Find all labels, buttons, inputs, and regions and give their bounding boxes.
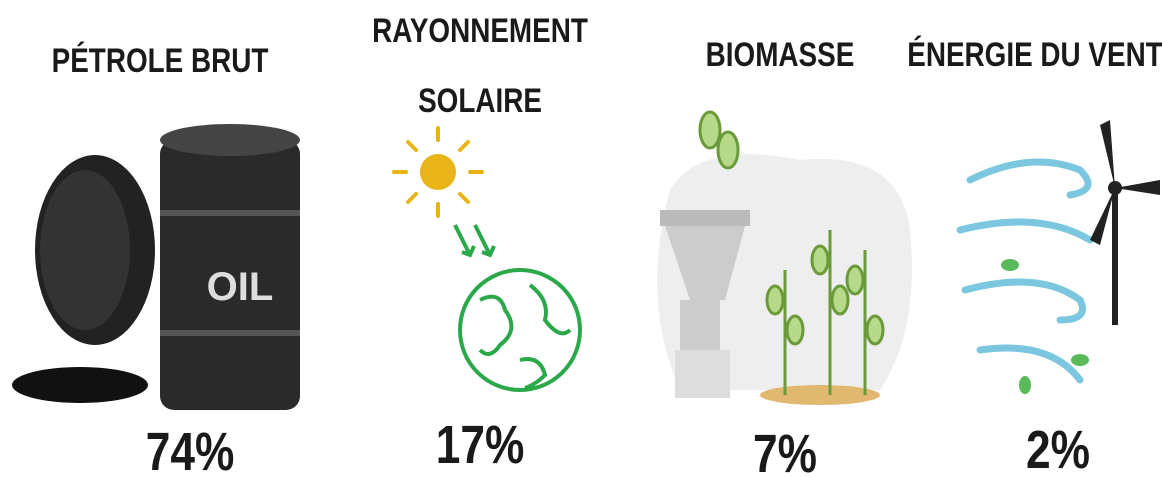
wind-icon	[956, 120, 1160, 394]
item-percent: 2%	[1026, 420, 1090, 477]
item-percent: 7%	[753, 424, 817, 477]
item-percent: 17%	[436, 415, 525, 475]
item-title: ÉNERGIE DU VENT	[907, 35, 1162, 73]
item-percent: 74%	[146, 422, 235, 477]
item-title: SOLAIRE	[418, 81, 542, 119]
oil-barrels-icon: OIL	[12, 124, 300, 410]
svg-text:OIL: OIL	[207, 265, 274, 309]
item-title: BIOMASSE	[706, 35, 855, 73]
item-title: RAYONNEMENT	[372, 11, 588, 49]
item-title: PÉTROLE BRUT	[52, 41, 269, 79]
sun-earth-icon	[392, 126, 582, 392]
biomass-icon	[657, 110, 912, 405]
